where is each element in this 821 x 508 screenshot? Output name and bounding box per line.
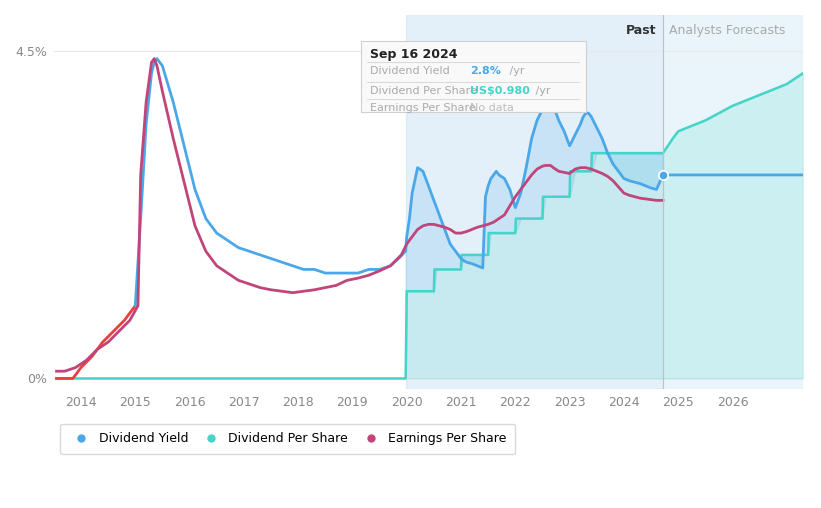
Text: Past: Past: [626, 24, 657, 37]
Legend: Dividend Yield, Dividend Per Share, Earnings Per Share: Dividend Yield, Dividend Per Share, Earn…: [60, 424, 516, 454]
Text: Earnings Per Share: Earnings Per Share: [370, 103, 475, 113]
Text: Dividend Per Share: Dividend Per Share: [370, 86, 477, 96]
FancyBboxPatch shape: [361, 41, 585, 112]
Bar: [406, 15, 663, 389]
Text: Analysts Forecasts: Analysts Forecasts: [669, 24, 786, 37]
Text: US$0.980: US$0.980: [470, 86, 530, 96]
Text: /yr: /yr: [532, 86, 550, 96]
Text: Dividend Yield: Dividend Yield: [370, 66, 450, 76]
Point: [657, 171, 670, 179]
Bar: [663, 15, 803, 389]
Text: No data: No data: [470, 103, 513, 113]
Text: Sep 16 2024: Sep 16 2024: [370, 48, 457, 61]
Text: 2.8%: 2.8%: [470, 66, 501, 76]
Text: /yr: /yr: [506, 66, 524, 76]
